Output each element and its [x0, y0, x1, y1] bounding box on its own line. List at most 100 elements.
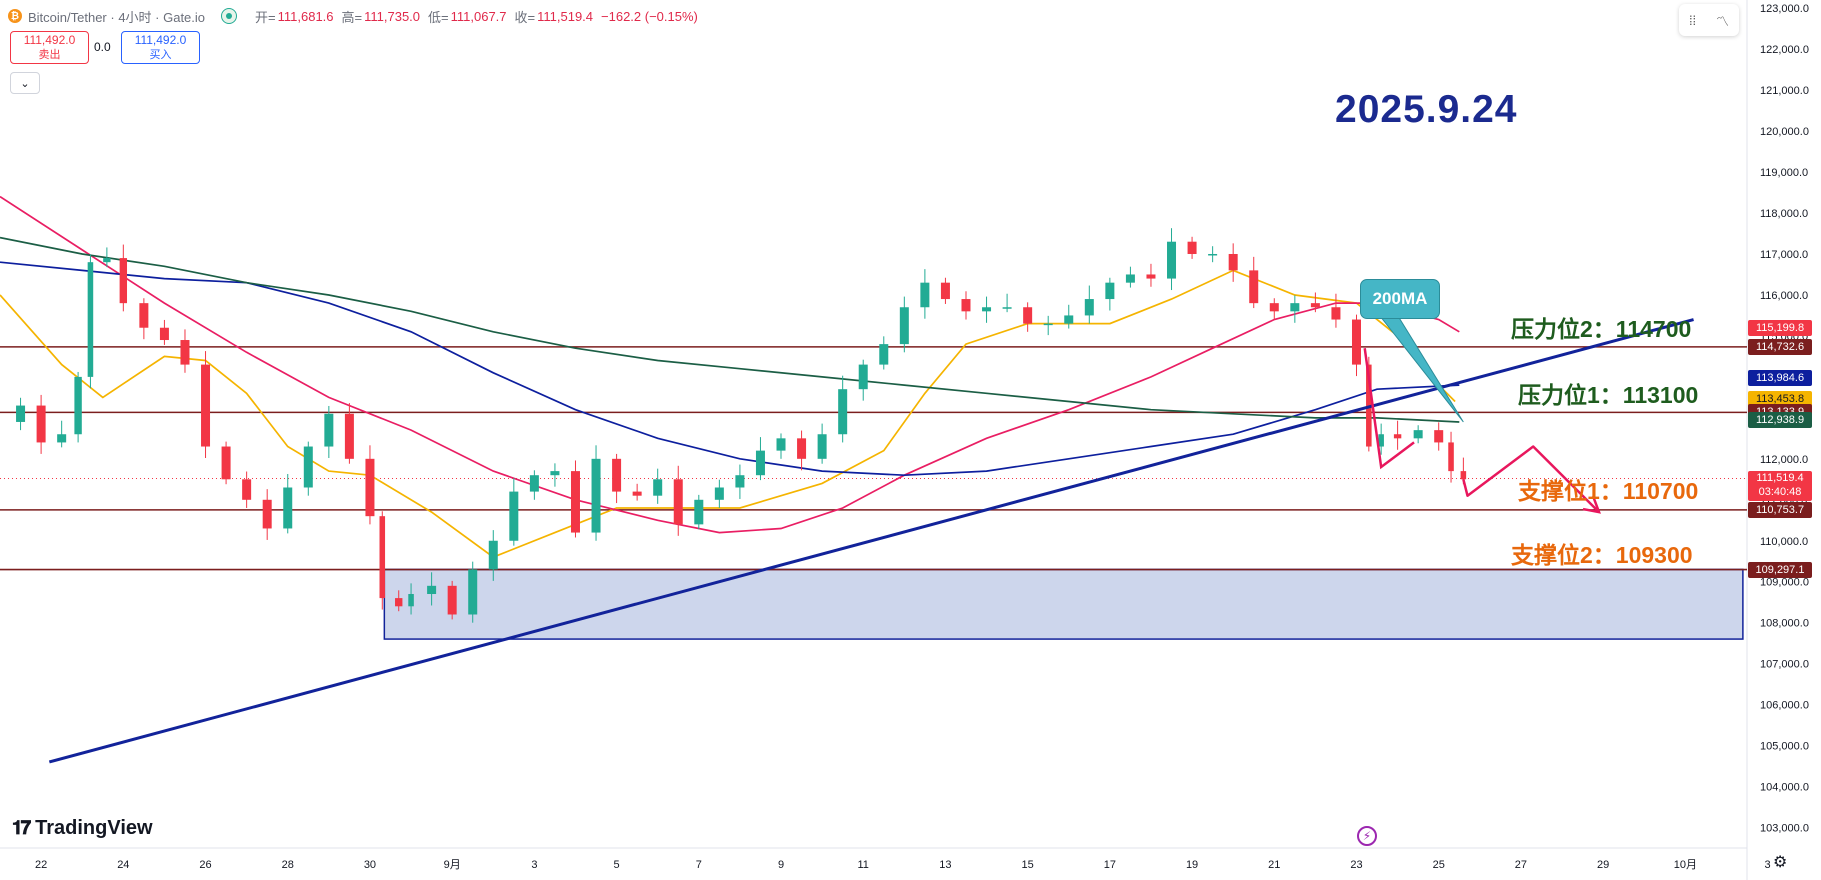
candle: [103, 247, 111, 268]
candle: [694, 494, 704, 530]
buy-price: 111,492.0: [134, 33, 187, 47]
sell-button[interactable]: 111,492.0 卖出: [10, 31, 89, 64]
candle-body: [1269, 303, 1279, 312]
candle: [242, 471, 252, 508]
chevron-down-icon: ⌄: [20, 77, 30, 90]
candle-body: [797, 438, 807, 459]
brand-name: TradingView: [35, 817, 153, 839]
y-tick-label: 116,000.0: [1760, 290, 1808, 302]
candle-body: [817, 434, 827, 459]
ma-line-ma50: [0, 195, 1460, 534]
candle-body: [242, 479, 252, 500]
candle: [262, 489, 272, 540]
candle: [408, 583, 414, 615]
candle: [940, 277, 950, 304]
x-tick-label: 19: [1186, 859, 1198, 871]
candle: [1228, 243, 1238, 282]
candle-body: [57, 434, 67, 443]
callout-pointer: [1378, 315, 1464, 423]
collapse-button[interactable]: ⌄: [10, 72, 40, 94]
resistance-1-label: 压力位1：113100: [1518, 382, 1699, 408]
candle: [1043, 315, 1053, 336]
candle-body: [529, 475, 539, 492]
drag-handle-icon[interactable]: ⁞⁞: [1688, 12, 1697, 28]
candle: [1393, 420, 1402, 450]
candle: [1434, 422, 1444, 451]
change-value: −162.2 (−0.15%): [601, 8, 698, 24]
candle: [159, 319, 169, 345]
x-tick-label: 3: [531, 859, 537, 871]
candle: [427, 572, 437, 606]
candle: [1331, 293, 1341, 328]
candle-body: [262, 499, 272, 529]
candle-body: [673, 479, 683, 525]
candle-body: [447, 585, 457, 615]
resistance-2-label: 压力位2：114700: [1511, 316, 1692, 342]
candle: [324, 405, 334, 459]
x-tick-label: 25: [1433, 859, 1445, 871]
symbol-title[interactable]: Bitcoin/Tether · 4小时 · Gate.io: [28, 9, 206, 25]
candle: [961, 291, 971, 320]
x-tick-label: 9月: [444, 859, 461, 871]
candle-body: [632, 491, 642, 496]
candle-body: [1105, 282, 1115, 300]
price-tag: 113,984.6: [1748, 369, 1812, 386]
price-tag: 109,297.1: [1748, 561, 1812, 578]
x-tick-label: 30: [364, 859, 376, 871]
y-tick-label: 110,000.0: [1760, 536, 1808, 548]
candle: [1125, 266, 1135, 288]
lightning-icon[interactable]: ⚡: [1357, 826, 1377, 846]
x-tick-label: 11: [858, 859, 869, 871]
price-tag: 115,199.8: [1748, 319, 1812, 336]
candle: [550, 463, 560, 487]
candle-body: [303, 446, 313, 488]
candle-body: [201, 364, 211, 447]
candle-body: [1208, 253, 1218, 256]
candle-body: [1310, 303, 1320, 308]
candle: [612, 453, 622, 504]
candle: [283, 473, 293, 534]
candle: [303, 441, 313, 496]
candle: [879, 336, 889, 370]
candle: [74, 371, 82, 443]
tradingview-logo[interactable]: 𝟏𝟕 TradingView: [12, 817, 153, 840]
candle: [755, 437, 765, 481]
close-value: 111,519.4: [537, 8, 594, 24]
close-label: 收=: [514, 9, 536, 25]
candle-body: [550, 471, 560, 476]
candle-body: [408, 594, 414, 607]
candle: [838, 375, 848, 443]
candle: [899, 296, 909, 353]
x-tick-label: 22: [35, 859, 47, 871]
candle-body: [899, 307, 909, 345]
gear-icon[interactable]: ⚙: [1773, 854, 1788, 871]
symbol-header: ₿ Bitcoin/Tether · 4小时 · Gate.io 开= 111,6…: [8, 6, 706, 26]
candle-body: [838, 389, 848, 435]
sell-label: 卖出: [38, 49, 61, 61]
candle-body: [714, 487, 724, 500]
candle-body: [982, 307, 992, 312]
candle-body: [87, 262, 94, 377]
x-tick-label: 7: [696, 859, 702, 871]
y-tick-label: 109,000.0: [1760, 577, 1809, 589]
eye-icon[interactable]: [221, 8, 238, 24]
x-tick-label: 27: [1515, 859, 1527, 871]
candle-body: [221, 446, 231, 480]
trend-icon[interactable]: 〽: [1716, 13, 1730, 29]
candle-body: [591, 458, 601, 533]
drawing-toolbar[interactable]: ⁞⁞ 〽: [1679, 4, 1739, 36]
candle-body: [961, 299, 971, 312]
low-label: 低=: [428, 9, 449, 25]
candle: [365, 445, 375, 525]
buy-button[interactable]: 111,492.0 买入: [121, 31, 200, 64]
candle: [1105, 277, 1115, 311]
y-tick-label: 104,000.0: [1760, 782, 1809, 794]
candle: [1310, 292, 1320, 313]
candle: [379, 511, 386, 610]
y-tick-label: 122,000.0: [1760, 44, 1809, 56]
candle-body: [159, 327, 169, 341]
candle: [529, 470, 539, 500]
candle: [570, 460, 580, 538]
